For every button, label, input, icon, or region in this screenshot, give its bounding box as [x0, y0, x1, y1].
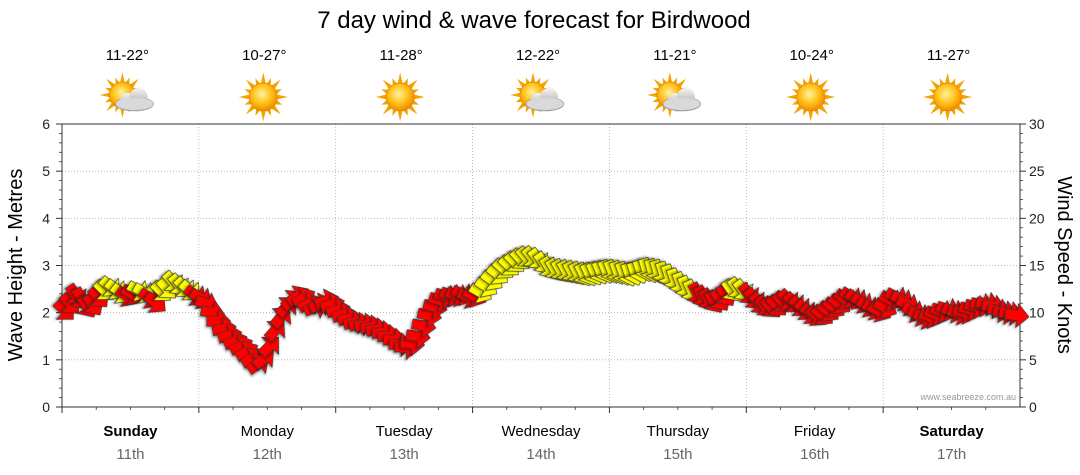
cloud	[115, 88, 154, 112]
date-label: 17th	[937, 446, 966, 463]
sun-ray	[647, 92, 659, 98]
day-label: Friday	[794, 423, 836, 440]
credit-text: www.seabreeze.com.au	[919, 392, 1016, 402]
sun-disc	[933, 82, 962, 112]
sun-icon	[375, 72, 425, 122]
partly-cloudy-icon	[99, 72, 154, 118]
day-headers: 11-22° 10-27° 11-28° 12-22° 11-21° 10-24° 11-2…	[99, 47, 973, 122]
sun-ray	[119, 72, 125, 84]
left-tick-label: 6	[42, 116, 50, 132]
right-tick-label: 0	[1029, 399, 1037, 415]
sun-ray	[944, 109, 951, 122]
left-tick-label: 1	[42, 352, 50, 368]
cloud	[662, 88, 702, 112]
sun-ray	[823, 94, 836, 100]
left-tick-label: 0	[42, 399, 50, 415]
left-tick-label: 5	[42, 163, 50, 179]
day-label: Saturday	[919, 423, 984, 440]
date-label: 14th	[526, 446, 555, 463]
wind-arrow	[1004, 303, 1030, 328]
sun-ray	[275, 94, 288, 100]
sun-ray	[375, 94, 388, 100]
sun-disc	[385, 82, 415, 112]
sun-ray	[260, 109, 267, 122]
left-tick-label: 3	[42, 258, 50, 274]
sun-disc	[796, 82, 826, 112]
sun-ray	[397, 109, 403, 122]
left-tick-label: 4	[42, 210, 50, 226]
sun-ray	[238, 94, 251, 100]
day-label: Sunday	[103, 423, 158, 440]
chart-title: 7 day wind & wave forecast for Birdwood	[317, 7, 751, 34]
right-tick-label: 20	[1029, 210, 1045, 226]
partly-cloudy-icon	[647, 72, 702, 118]
sun-ray	[412, 94, 425, 100]
sun-disc	[248, 82, 278, 112]
wind-arrows	[52, 245, 1030, 375]
date-label: 15th	[663, 446, 692, 463]
sun-ray	[510, 92, 522, 98]
wind-arrow	[257, 336, 279, 359]
sun-ray	[667, 72, 673, 84]
right-tick-label: 30	[1029, 116, 1045, 132]
date-label: 16th	[800, 446, 829, 463]
day-label: Wednesday	[502, 423, 581, 440]
left-tick-label: 2	[42, 305, 50, 321]
sun-ray	[959, 94, 973, 100]
date-label: 11th	[116, 446, 144, 463]
sun-icon	[923, 72, 973, 122]
sun-ray	[530, 72, 536, 84]
temperature-label: 12-22°	[516, 47, 560, 64]
sun-ray	[944, 72, 951, 85]
day-label: Tuesday	[376, 423, 433, 440]
temperature-label: 10-27°	[242, 47, 286, 64]
partly-cloudy-icon	[510, 72, 565, 118]
right-tick-label: 25	[1029, 163, 1045, 179]
right-tick-label: 10	[1029, 305, 1045, 321]
sun-ray	[807, 72, 814, 85]
sun-ray	[786, 94, 799, 100]
right-tick-label: 5	[1029, 352, 1037, 368]
sun-ray	[99, 92, 112, 98]
cloud	[525, 88, 565, 112]
sun-ray	[923, 94, 936, 100]
temperature-label: 11-22°	[106, 47, 149, 64]
temperature-label: 11-27°	[927, 47, 970, 64]
date-label: 12th	[253, 446, 282, 463]
temperature-label: 11-28°	[380, 47, 423, 64]
left-axis: 0 1 2 3 4 5 6	[42, 116, 62, 415]
right-tick-label: 15	[1029, 258, 1045, 274]
sun-ray	[397, 72, 403, 85]
date-label: 13th	[390, 446, 419, 463]
sun-icon	[238, 72, 288, 122]
temperature-label: 10-24°	[790, 47, 834, 64]
day-label: Monday	[241, 423, 295, 440]
sun-ray	[807, 109, 814, 122]
sun-ray	[260, 72, 267, 85]
right-axis: 0 5 10 15 20 25 30	[1020, 116, 1045, 415]
sun-icon	[786, 72, 836, 122]
right-axis-title: Wind Speed - Knots	[1053, 176, 1075, 354]
temperature-label: 11-21°	[653, 47, 696, 64]
x-axis-labels: Sunday 11th Monday 12th Tuesday 13th Wednesday…	[61, 407, 987, 463]
day-label: Thursday	[647, 423, 710, 440]
left-axis-title: Wave Height - Metres	[5, 169, 27, 362]
